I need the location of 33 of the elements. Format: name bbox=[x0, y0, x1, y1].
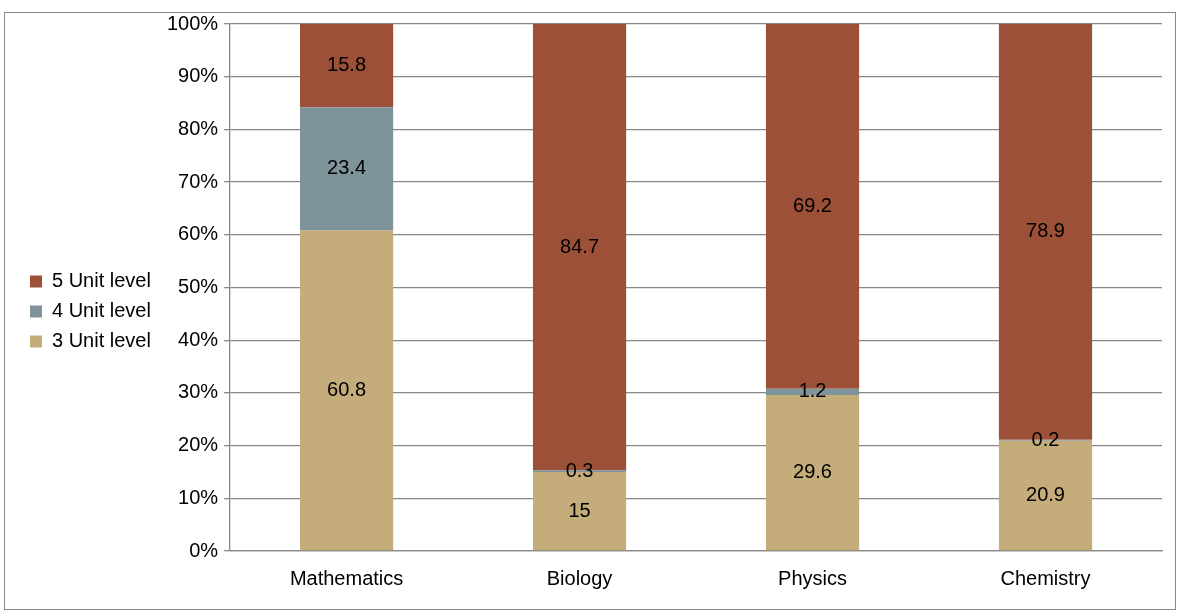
data-label: 0.2 bbox=[1031, 427, 1060, 450]
x-tick-label: Biology bbox=[546, 566, 613, 589]
data-label: 0.3 bbox=[565, 458, 594, 481]
x-tick-label: Mathematics bbox=[289, 566, 404, 589]
y-tick-label: 80% bbox=[178, 116, 219, 139]
y-tick-label: 40% bbox=[178, 327, 219, 350]
y-tick-label: 60% bbox=[178, 222, 219, 245]
legend-label: 5 Unit level bbox=[52, 269, 151, 292]
data-label: 23.4 bbox=[327, 156, 367, 179]
x-tick-label: Chemistry bbox=[1000, 566, 1091, 589]
legend-label: 3 Unit level bbox=[52, 329, 151, 352]
y-tick-label: 100% bbox=[166, 11, 219, 34]
y-tick-label: 50% bbox=[178, 275, 219, 298]
data-label: 78.9 bbox=[1026, 219, 1065, 242]
y-tick-label: 90% bbox=[178, 64, 219, 87]
bar bbox=[299, 24, 394, 108]
y-tick-label: 20% bbox=[178, 433, 219, 456]
bar bbox=[765, 395, 860, 551]
y-tick-label: 70% bbox=[178, 169, 219, 192]
data-label: 15.8 bbox=[327, 53, 367, 76]
y-tick-label: 10% bbox=[178, 485, 219, 508]
data-label: 20.9 bbox=[1026, 483, 1065, 506]
data-label: 69.2 bbox=[793, 193, 832, 216]
legend-label: 4 Unit level bbox=[52, 299, 151, 322]
data-label: 15 bbox=[568, 498, 591, 521]
data-label: 60.8 bbox=[327, 377, 367, 400]
data-label: 29.6 bbox=[793, 460, 832, 483]
bar bbox=[299, 230, 394, 551]
y-tick-label: 30% bbox=[178, 380, 219, 403]
data-label: 84.7 bbox=[560, 234, 600, 257]
x-tick-label: Physics bbox=[778, 566, 847, 589]
bar bbox=[299, 107, 394, 231]
y-tick-label: 0% bbox=[189, 538, 219, 561]
